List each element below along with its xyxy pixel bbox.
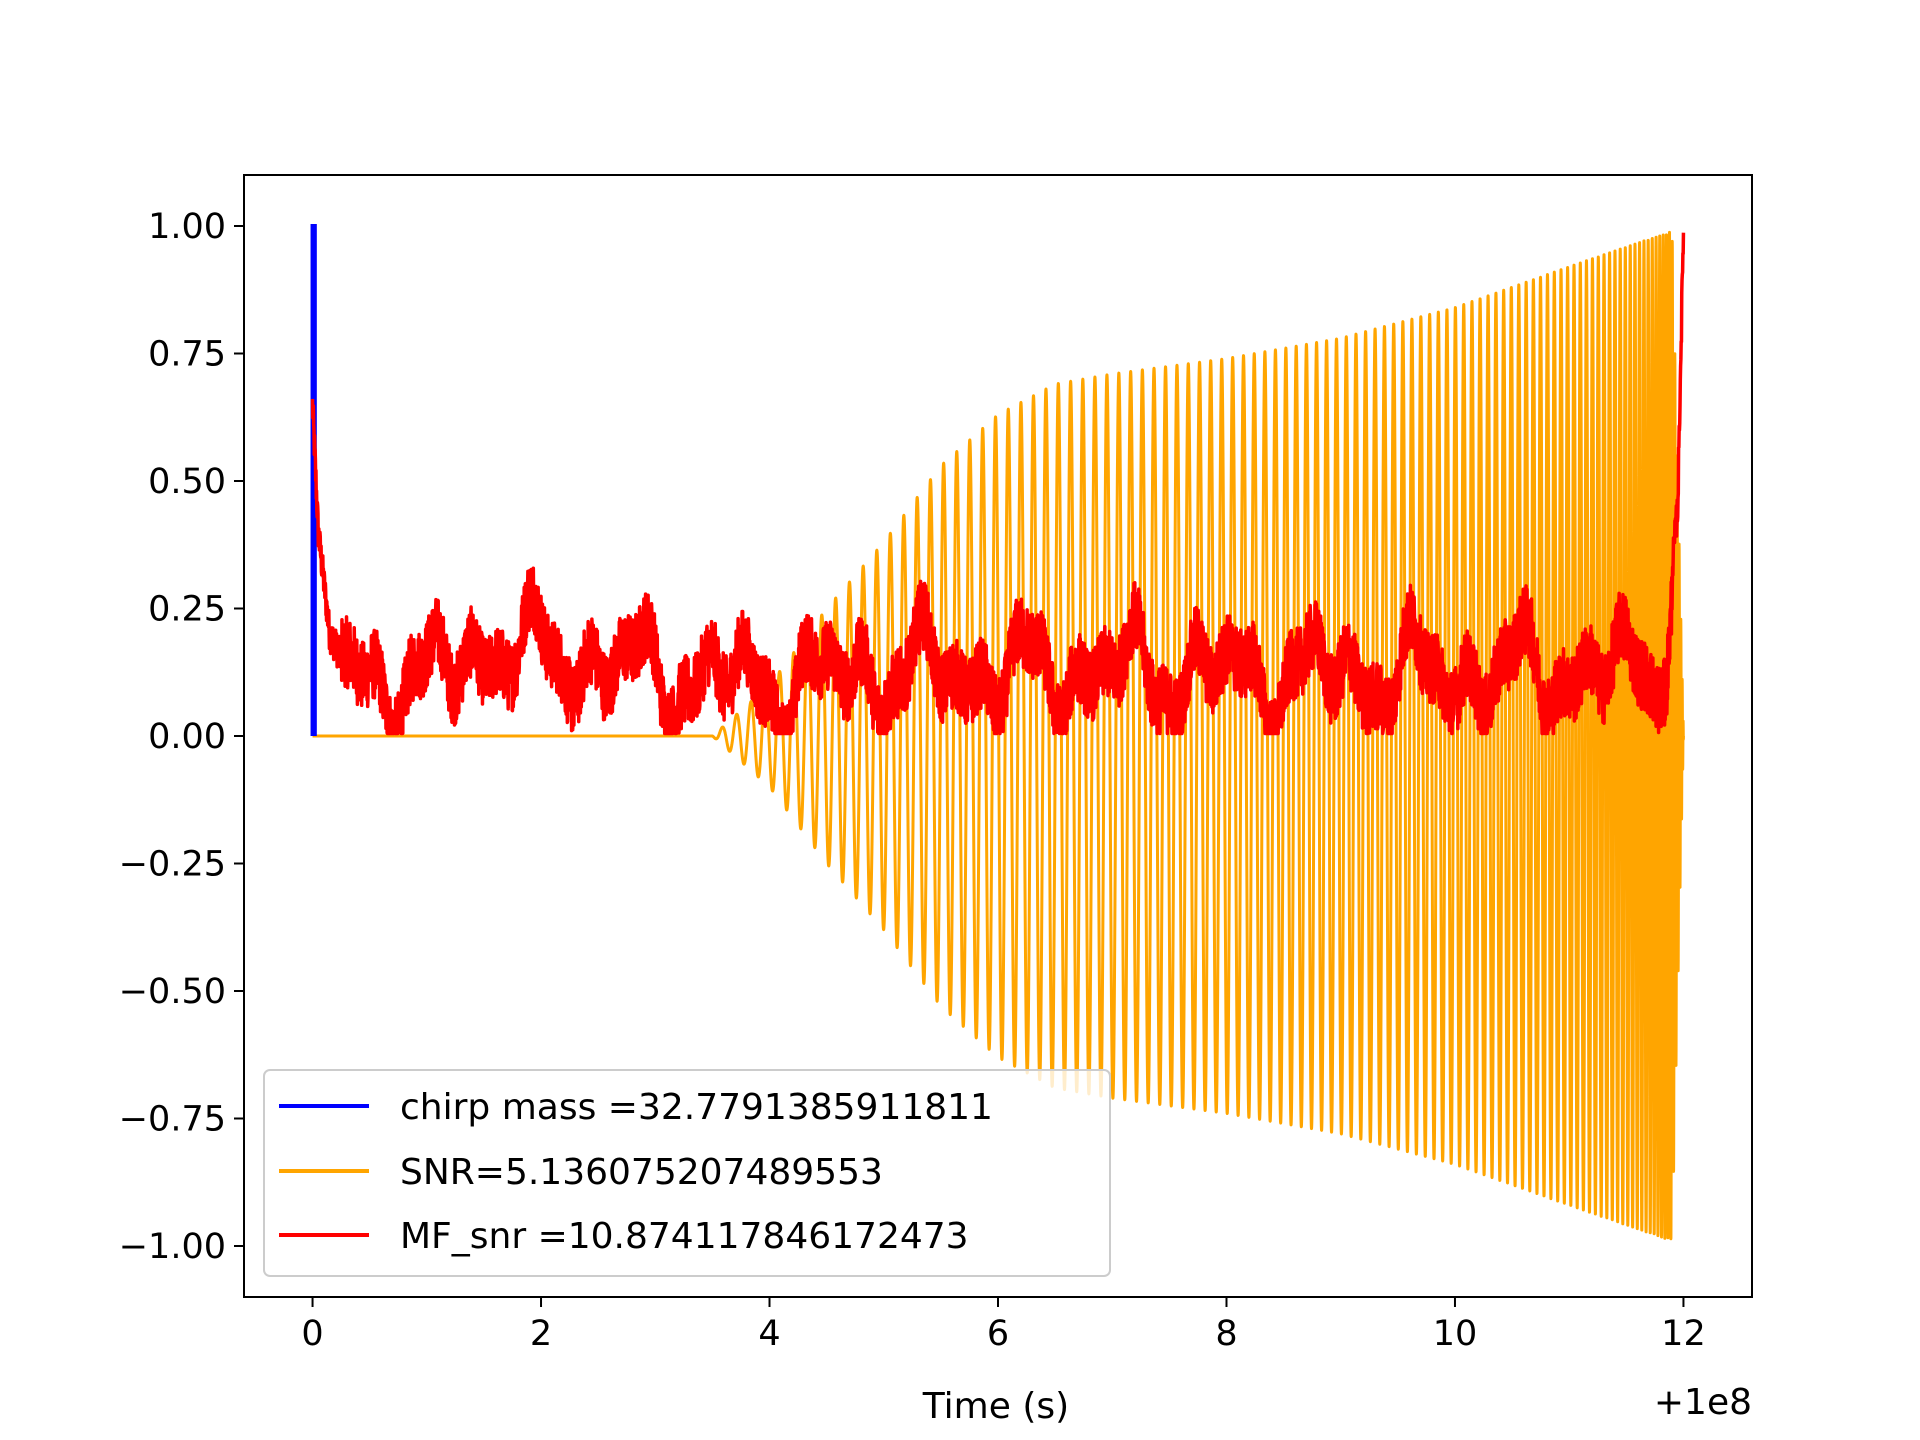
y-tick-label: 0.50: [148, 462, 226, 502]
y-tick-label: −1.00: [119, 1227, 226, 1267]
y-tick-label: 0.75: [148, 335, 226, 375]
y-tick-label: 1.00: [148, 207, 226, 247]
y-tick-label: 0.25: [148, 590, 226, 630]
legend: chirp mass =32.7791385911811 SNR=5.13607…: [263, 1069, 1111, 1277]
legend-label-mf-snr: MF_snr =10.874117846172473: [400, 1216, 969, 1257]
x-tick-label: 10: [1433, 1314, 1478, 1354]
x-tick-label: 2: [530, 1314, 552, 1354]
legend-label-snr: SNR=5.136075207489553: [400, 1152, 883, 1193]
y-tick-label: 0.00: [148, 717, 226, 757]
y-tick-label: −0.25: [119, 845, 226, 885]
legend-label-chirp-mass: chirp mass =32.7791385911811: [400, 1087, 993, 1128]
y-tick-label: −0.50: [119, 972, 226, 1012]
x-tick-label: 0: [301, 1314, 323, 1354]
x-axis-label: Time (s): [922, 1386, 1069, 1427]
series-line-mf-snr: [310, 232, 1686, 736]
x-tick-label: 6: [987, 1314, 1009, 1354]
ticks-layer: 0 2 4 6 8 10 12 1.00 0.75 0.50 0.25 0.00 −0.25 −0.50 −…: [119, 207, 1706, 1354]
x-offset-label: +1e8: [1654, 1382, 1752, 1423]
x-tick-label: 12: [1661, 1314, 1706, 1354]
y-tick-label: −0.75: [119, 1100, 226, 1140]
series-line-snr: [311, 230, 1685, 1241]
x-tick-label: 8: [1215, 1314, 1237, 1354]
legend-frame: [263, 1069, 1111, 1277]
series-layer: [310, 224, 1686, 1241]
x-tick-label: 4: [758, 1314, 780, 1354]
